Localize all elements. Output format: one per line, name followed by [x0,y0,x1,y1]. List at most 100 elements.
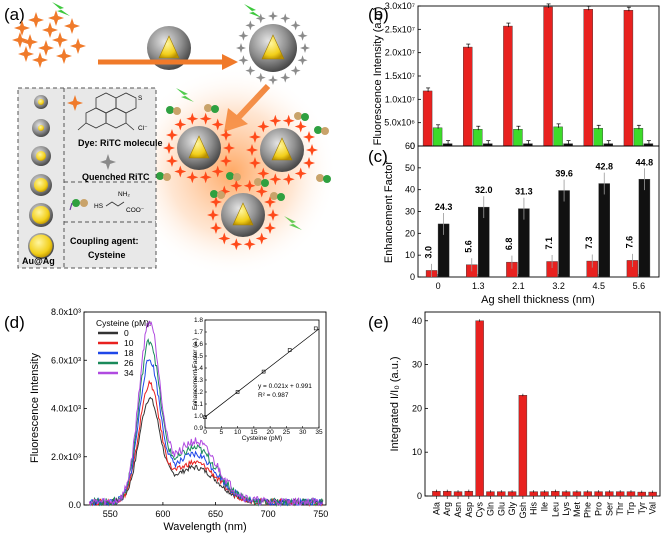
cysteine-bead [204,104,212,112]
bars-b [422,3,654,147]
emitting-dye-icon [303,130,316,143]
inset-xtick-label: 15 [250,429,258,436]
ytick-label: 30 [412,360,422,370]
emitting-dye-icon [230,238,243,251]
cysteine-bead [210,190,218,198]
panel-label-e: (e) [368,313,389,332]
ytick-label: 20 [412,403,422,413]
cysteine-bead [166,106,174,114]
ytick-label: 40 [412,316,422,326]
quenched-dye-icon [236,43,246,53]
data-label-red: 7.3 [584,237,594,250]
data-label-red: 5.6 [464,240,474,253]
ytick-label: 4.0x10³ [51,404,81,414]
bar-black-4.5 [598,183,610,278]
legend-spheres [28,95,54,259]
dye-molecule-icon [42,22,58,38]
cysteine-bead [233,173,241,181]
inset-frame [204,319,320,429]
ytick-label: 0.0 [68,500,81,510]
xtick-label: Gln [485,502,495,516]
bar-black-5.6 [638,178,651,278]
cysteine-chain [105,201,125,207]
dye-icon [67,95,83,111]
dye-molecule-icon [70,38,86,54]
data-label-black: 31.3 [515,187,533,197]
gold-core [261,34,285,60]
inset-ytick-label: 1.3 [194,377,203,384]
bar-Gsh [518,395,528,497]
data-label-black: 42.8 [595,162,613,172]
ylabel-d: Fluorescence Intensity [29,352,41,463]
emitting-dye-icon [186,171,199,184]
panel-label-a: (a) [4,5,25,24]
panel-label-c: (c) [368,147,388,166]
data-label-red: 7.1 [544,237,554,250]
xtick-label: Thr [615,502,625,516]
emitting-dye-icon [269,114,282,127]
emitting-dye-icon [246,144,258,156]
emitting-dye-icon [218,232,231,245]
emitting-dye-icon [199,112,212,125]
yticks-b: 0 5.0x10⁶ 1.0x10⁷ 1.5x10⁷ 2.0x10⁷ 2.5x10⁷ 3.0x… [384,1,421,151]
inset-ytick-label: 1.7 [194,329,203,336]
quenched-label: Quenched RiTC [82,172,150,182]
gold-core [271,137,293,161]
xtick-label: 0 [436,281,441,291]
emitting-dye-icon [294,167,307,180]
cysteine-bead [72,199,80,207]
quenched-dye-icon [280,13,291,24]
xtick-label: Arg [442,502,452,516]
gold-core [158,35,180,59]
emitting-dye-icon [255,185,268,198]
xtick-label: Met [572,502,582,518]
inset-xtick-label: 5 [219,429,223,436]
emitting-dye-icon [218,185,231,198]
ylabel-c: Enhancement Factor [383,161,395,263]
emitting-dye-icon [165,155,178,168]
cysteine-link [69,202,73,211]
series-line-34 [88,320,324,507]
dye-molecule-icon [18,46,34,62]
data-label-black: 24.3 [435,202,453,212]
inset-xtick-label: 10 [234,429,242,436]
legend-label: 34 [124,368,134,378]
chart-e: (e) Integrated I/I₀ (a.u.) 0 10 20 30 40 Ala… [368,311,661,519]
emitting-dye-icon [257,167,270,180]
bar-green-5.6 [633,128,644,147]
xtick-label: 4.5 [592,281,605,291]
emitting-dye-icon [303,157,316,170]
inset-point [287,348,292,352]
schematic-panel: (a) Au@Ag [4,2,337,277]
emitting-dye-icon [209,222,222,235]
xtick-label: Glu [496,502,506,516]
inset-xtick-label: 35 [315,429,323,436]
chart-d: (d) Fluorescence Intensity Wavelength (n… [4,307,328,533]
bar-green-3.2 [553,126,563,147]
ytick-label: 0 [410,272,415,282]
series-line-26 [89,338,324,507]
emitting-dye-icon [306,144,318,156]
dye-molecule-icon [32,52,48,68]
emitting-dye-icon [174,165,187,178]
xtick-label: 600 [155,509,170,519]
bar-green-1.3 [473,128,483,147]
bar-red-3.2 [543,6,553,147]
chem-coo: COO⁻ [126,207,145,214]
dye-label: Dye: RiTC molecule [78,138,163,148]
emitting-dye-icon [207,209,219,221]
particle-trimer [156,104,331,251]
cysteine-bead [156,172,164,180]
particle-label: Au@Ag [22,256,55,266]
quenched-dye-icon [290,20,301,31]
emitting-dye-icon [243,238,256,251]
quenched-dye-icon [238,30,249,41]
inset-ytick-label: 1.0 [194,413,203,420]
quenched-dye-icon [290,65,301,76]
cysteine-bead [217,191,225,199]
ylabel-e: Integrated I/I₀ (a.u.) [389,356,401,451]
emitting-dye-icon [294,120,307,133]
lightning-icon [244,4,262,18]
inset-ytick-label: 1.2 [194,389,203,396]
